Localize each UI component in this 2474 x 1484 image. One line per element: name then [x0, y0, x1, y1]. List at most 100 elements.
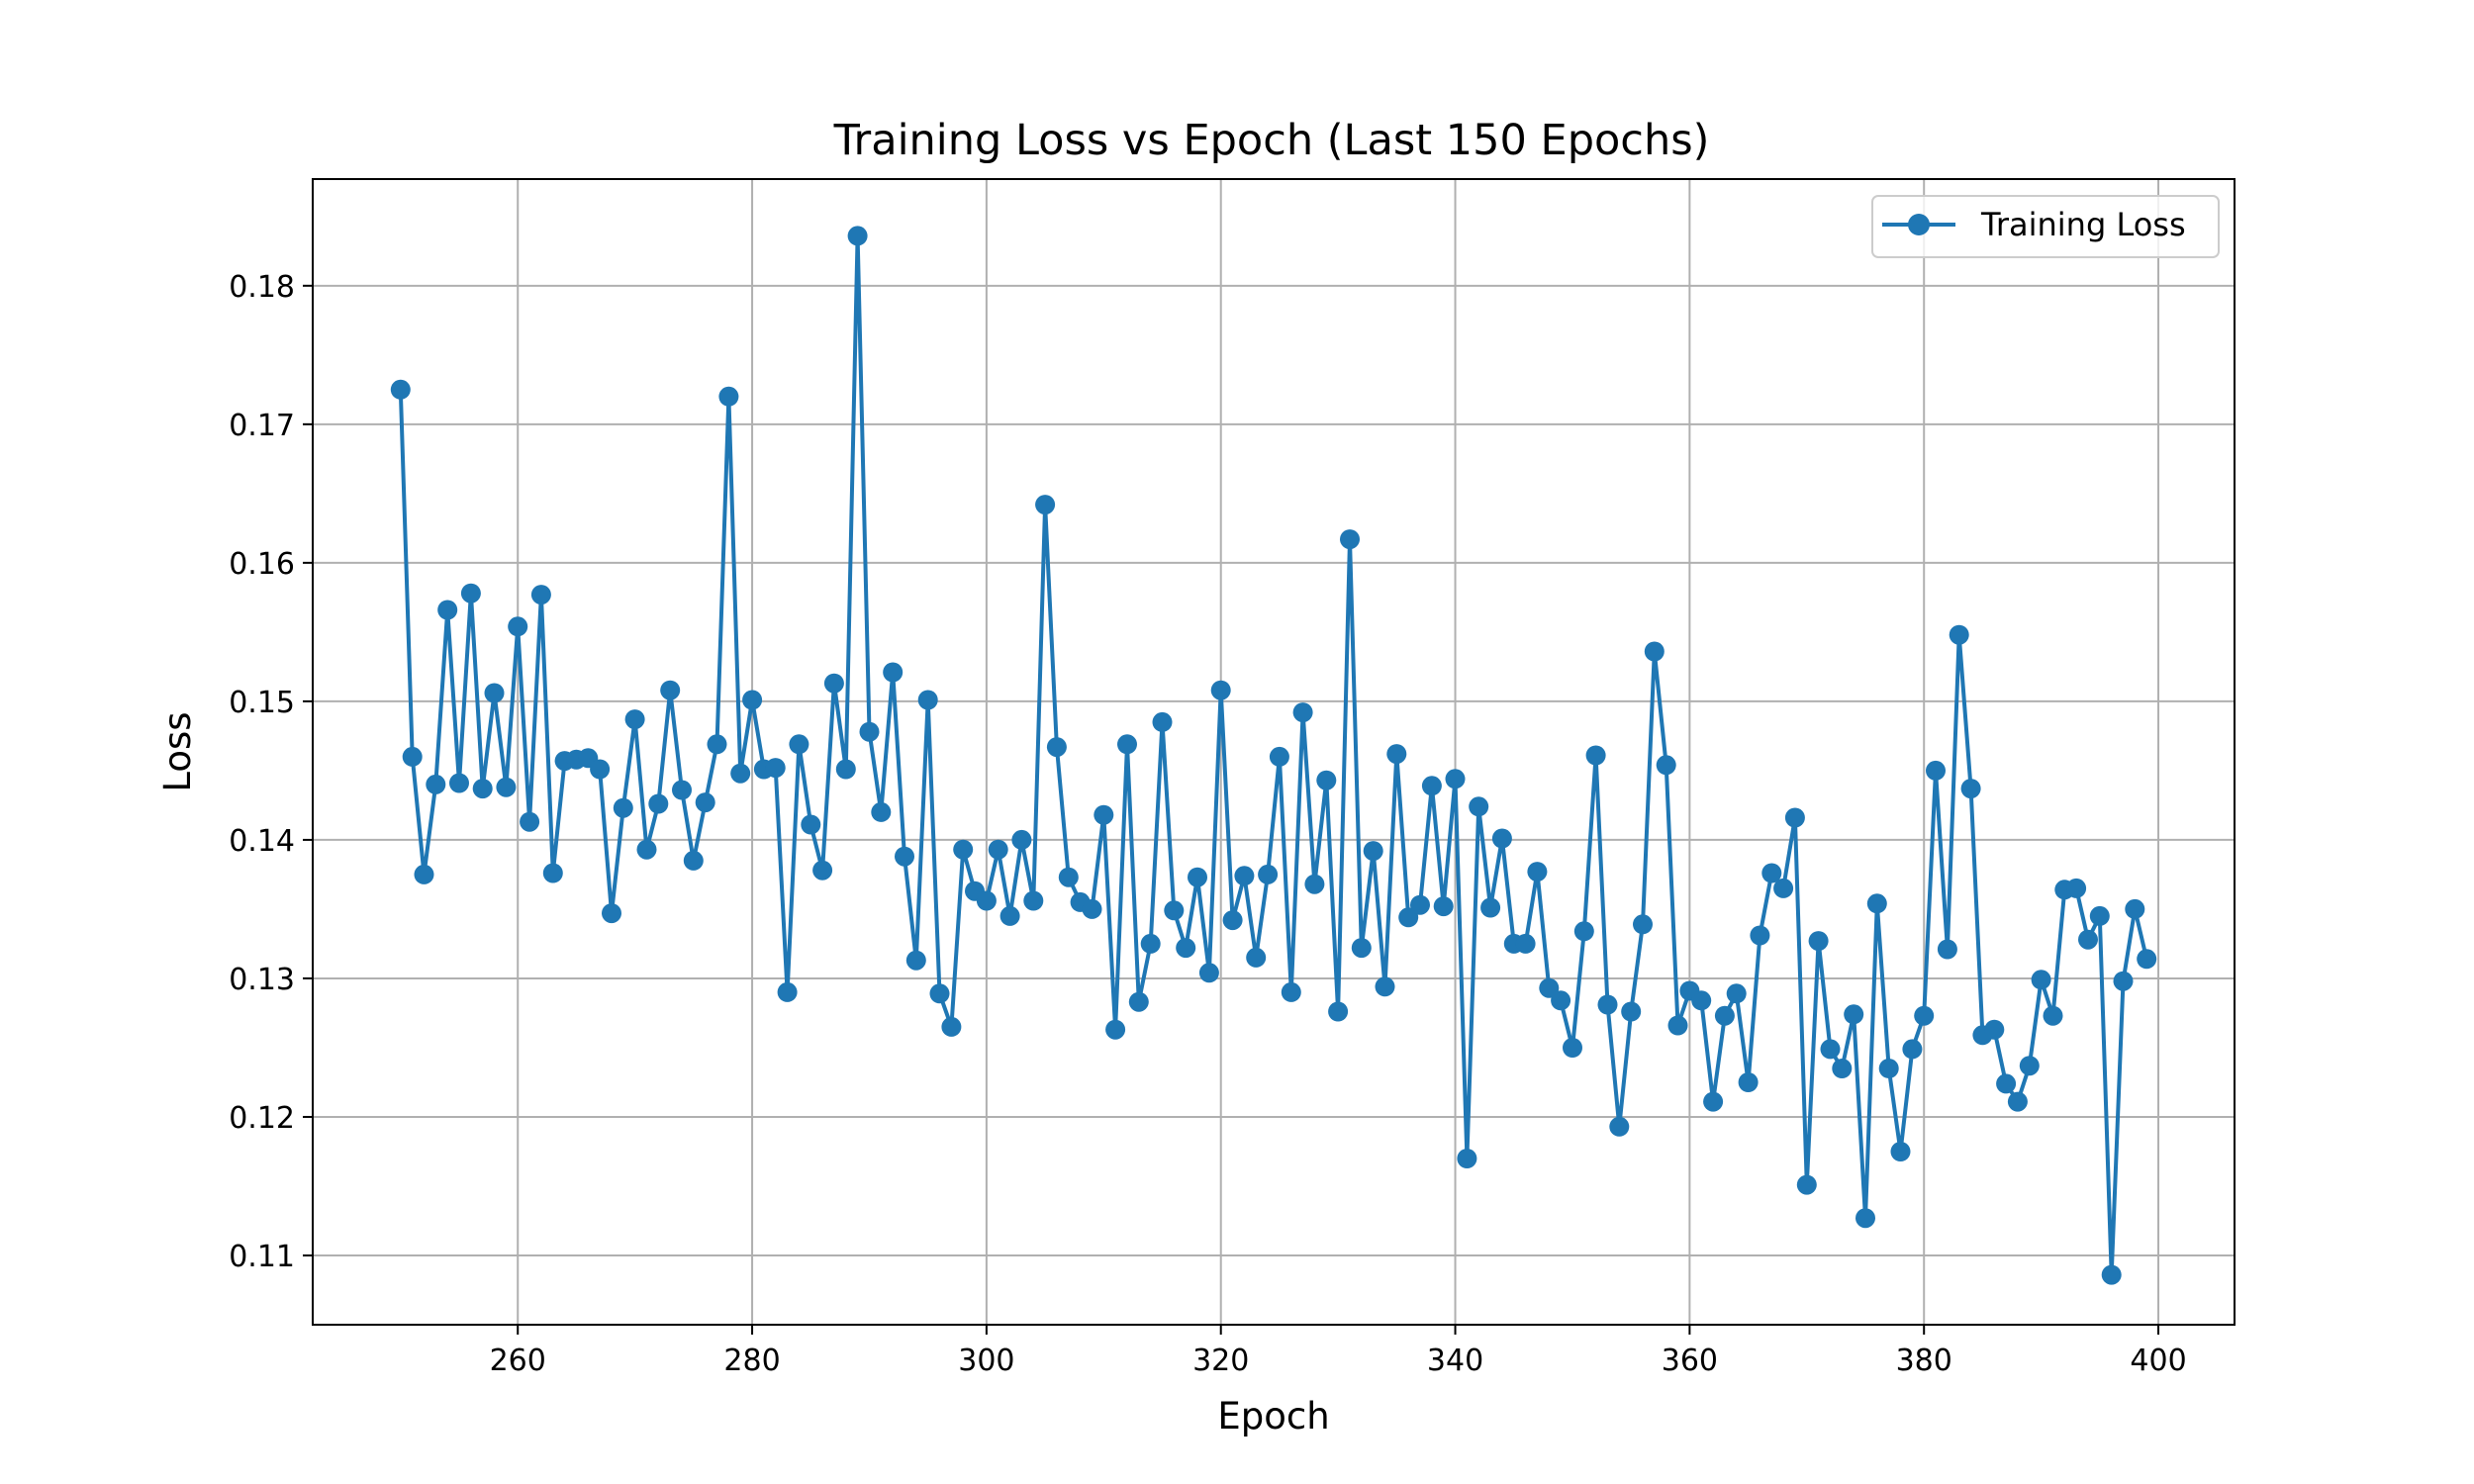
data-point — [520, 811, 540, 832]
data-point — [1667, 1015, 1688, 1036]
grid — [313, 179, 2235, 1325]
data-point — [390, 379, 411, 400]
data-point — [1304, 874, 1325, 894]
y-tick-label: 0.11 — [229, 1240, 295, 1274]
data-point — [1784, 807, 1805, 828]
data-point — [1281, 981, 1301, 1002]
legend-marker-swatch — [1908, 214, 1930, 235]
data-point — [1633, 914, 1653, 935]
data-point — [1585, 745, 1606, 766]
data-point — [777, 981, 798, 1002]
data-point — [1597, 994, 1618, 1015]
data-point — [1105, 1019, 1126, 1040]
legend: Training Loss — [1871, 195, 2220, 258]
data-point — [1457, 1149, 1477, 1168]
data-point — [1176, 938, 1196, 959]
data-point — [2089, 905, 2110, 926]
data-point — [1750, 925, 1770, 946]
data-point — [1363, 841, 1383, 862]
data-point — [1738, 1072, 1759, 1092]
data-point — [1539, 977, 1560, 998]
data-point — [590, 759, 611, 780]
data-point — [1726, 983, 1747, 1004]
data-point — [1023, 890, 1044, 911]
data-point — [1761, 863, 1782, 883]
data-point — [1094, 804, 1114, 825]
x-tick-label: 280 — [723, 1344, 780, 1378]
data-point — [730, 763, 751, 784]
data-point — [2066, 878, 2087, 898]
data-point — [1188, 867, 1207, 887]
data-point — [2137, 949, 2157, 970]
data-point — [1960, 779, 1981, 799]
data-point — [742, 690, 763, 710]
data-point — [812, 860, 833, 881]
data-point — [1035, 495, 1056, 515]
data-point — [1949, 624, 1969, 645]
data-point — [2113, 971, 2134, 991]
data-point — [1258, 864, 1279, 884]
data-point — [1808, 931, 1829, 952]
chart-title: Training Loss vs Epoch (Last 150 Epochs) — [833, 116, 1710, 165]
data-point — [1082, 898, 1102, 919]
data-point — [1656, 755, 1676, 776]
data-point — [414, 864, 434, 884]
data-point — [1375, 976, 1395, 997]
y-tick-label: 0.15 — [229, 686, 295, 720]
y-axis-label: Loss — [156, 711, 199, 791]
data-point — [1644, 641, 1665, 662]
data-point — [847, 226, 868, 246]
data-point — [602, 903, 621, 924]
data-point — [1292, 702, 1313, 723]
data-point — [1480, 897, 1501, 918]
data-point — [929, 983, 950, 1004]
data-point — [437, 600, 458, 620]
data-point — [2078, 929, 2098, 950]
data-point — [484, 683, 505, 703]
data-point — [1937, 939, 1957, 960]
x-tick-label: 380 — [1896, 1344, 1952, 1378]
y-tick-label: 0.14 — [229, 824, 295, 859]
data-point — [1878, 1059, 1899, 1078]
data-point — [1128, 991, 1149, 1012]
x-axis: 260 280 300 320 340 360 380 400 — [490, 1325, 2187, 1378]
data-point — [1222, 910, 1243, 931]
data-point — [1328, 1001, 1349, 1022]
data-point — [1210, 680, 1231, 700]
data-point — [1117, 734, 1137, 755]
series-layer — [390, 226, 2157, 1285]
data-point — [917, 690, 938, 710]
x-axis-label: Epoch — [1217, 1395, 1329, 1438]
data-point — [542, 863, 563, 883]
data-point — [508, 616, 528, 637]
x-tick-label: 300 — [958, 1344, 1014, 1378]
data-point — [1914, 1005, 1935, 1026]
x-tick-label: 260 — [490, 1344, 546, 1378]
data-point — [823, 673, 844, 694]
data-point — [660, 680, 681, 700]
data-point — [2101, 1264, 2122, 1285]
data-point — [1691, 990, 1712, 1011]
data-point — [1609, 1116, 1630, 1137]
x-tick-label: 400 — [2130, 1344, 2186, 1378]
data-point — [976, 890, 997, 911]
data-point — [1856, 1208, 1875, 1229]
data-point — [871, 801, 892, 822]
data-point — [1433, 896, 1454, 917]
data-point — [859, 721, 880, 742]
data-point — [2125, 898, 2145, 919]
y-tick-label: 0.17 — [229, 409, 295, 443]
legend-label: Training Loss — [1980, 206, 2186, 243]
plot-frame — [312, 178, 2236, 1326]
data-point — [496, 777, 517, 797]
data-point — [1902, 1039, 1923, 1060]
data-point — [999, 905, 1020, 926]
data-point — [460, 583, 481, 603]
data-point — [1820, 1039, 1841, 1060]
x-tick-label: 320 — [1192, 1344, 1249, 1378]
data-point — [941, 1016, 962, 1037]
data-point — [1773, 878, 1794, 898]
series-line — [398, 233, 2149, 1277]
data-point — [1445, 769, 1466, 789]
data-point — [895, 846, 914, 867]
